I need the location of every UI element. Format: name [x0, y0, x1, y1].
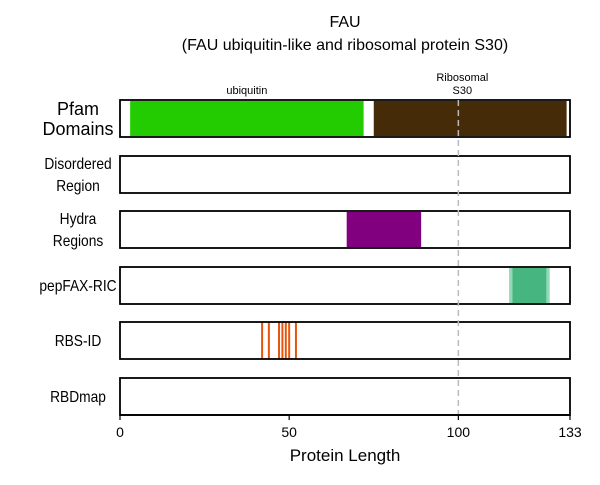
track-label-line: pepFAX-RIC	[39, 277, 116, 295]
chart-title: FAU	[329, 14, 360, 31]
track-label: pepFAX-RIC	[39, 277, 116, 295]
track-3: pepFAX-RIC	[39, 266, 571, 305]
track-frame	[119, 266, 571, 305]
domain-label-line: ubiquitin	[226, 85, 267, 97]
track-frame	[119, 155, 571, 194]
feature-region	[130, 101, 364, 136]
track-label-line: RBS-ID	[55, 332, 102, 350]
track-label: RBDmap	[50, 388, 106, 406]
feature-region	[373, 101, 567, 136]
x-tick-label: 100	[447, 424, 471, 440]
domain-label-line: Ribosomal	[436, 72, 488, 84]
x-axis: 0 50 100 133	[116, 414, 582, 440]
track-label-line: Disordered	[44, 155, 111, 173]
track-label: RBS-ID	[55, 332, 102, 350]
x-axis-label: Protein Length	[290, 446, 401, 465]
feature-region	[512, 268, 547, 303]
track-label: Disordered Region	[44, 155, 111, 195]
track-5: RBDmap	[50, 377, 571, 416]
track-frame	[119, 377, 571, 416]
chart-subtitle: (FAU ubiquitin-like and ribosomal protei…	[182, 37, 508, 54]
track-4: RBS-ID	[55, 321, 571, 360]
track-label: Hydra Regions	[53, 210, 103, 250]
x-tick-label: 133	[558, 424, 582, 440]
domain-label: ubiquitin	[226, 85, 267, 97]
feature-region	[346, 212, 422, 247]
x-tick-label: 50	[281, 424, 297, 440]
track-1: Disordered Region	[44, 155, 571, 195]
track-label-line: Hydra	[60, 210, 97, 228]
domain-label-line: S30	[453, 85, 473, 97]
track-label-line: Regions	[53, 232, 103, 250]
track-label-line: Pfam	[57, 99, 99, 119]
track-frame	[119, 210, 571, 249]
track-2: Hydra Regions	[53, 210, 571, 250]
track-label-line: RBDmap	[50, 388, 106, 406]
track-label-line: Region	[56, 177, 100, 195]
track-frame	[119, 99, 571, 138]
track-frame	[119, 321, 571, 360]
x-tick-label: 0	[116, 424, 124, 440]
track-label-line: Domains	[42, 119, 113, 139]
